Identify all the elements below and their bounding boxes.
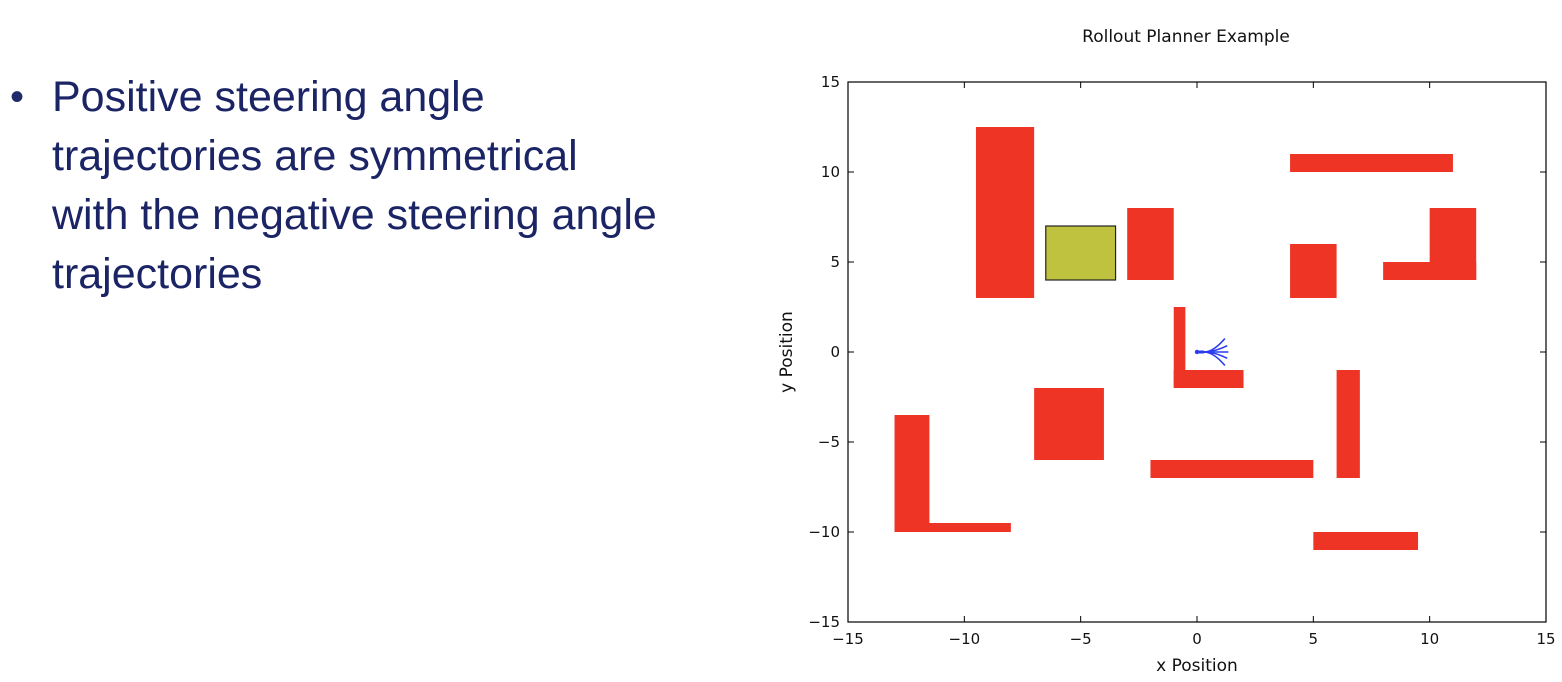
obstacle-12	[1150, 460, 1314, 478]
x-tick-label: −10	[949, 630, 981, 648]
x-tick-label: −5	[1070, 630, 1092, 648]
obstacle-layer	[894, 127, 1477, 550]
y-tick-label: 5	[830, 253, 840, 271]
y-tick-label: −15	[808, 613, 840, 631]
obstacle-1	[975, 127, 1035, 298]
trajectory-layer	[1194, 337, 1229, 367]
goal-region	[1045, 225, 1117, 281]
trajectory-5	[1203, 351, 1226, 367]
y-tick-label: 10	[821, 163, 840, 181]
obstacle-2	[1127, 208, 1174, 280]
obstacle-9	[1034, 388, 1104, 460]
obstacle-8	[1173, 370, 1244, 388]
start-point	[1194, 349, 1200, 355]
obstacle-11	[894, 523, 1011, 532]
y-tick-label: 0	[830, 343, 840, 361]
obstacle-7	[1173, 307, 1186, 388]
x-tick-label: 15	[1536, 630, 1555, 648]
obstacle-13	[1336, 370, 1360, 478]
x-tick-label: −15	[832, 630, 864, 648]
y-axis-label: y Position	[777, 311, 797, 393]
y-tick-label: −10	[808, 523, 840, 541]
bullet-text: Positive steering angle trajectories are…	[52, 73, 657, 298]
y-tick-label: 15	[821, 73, 840, 91]
x-axis-label: x Position	[1156, 656, 1238, 676]
goal-layer	[1045, 225, 1117, 281]
tick-layer: −15 −10 −5 0 5 10 15 −15 −10 −5 0 5 10 15	[808, 73, 1555, 648]
bullet-point: • Positive steering angle trajectories a…	[10, 68, 690, 304]
obstacle-10	[894, 415, 930, 532]
y-tick-label: −5	[818, 433, 840, 451]
obstacle-14	[1313, 532, 1419, 550]
chart-title: Rollout Planner Example	[1082, 27, 1290, 47]
obstacle-4	[1290, 244, 1337, 298]
x-tick-label: 10	[1420, 630, 1439, 648]
x-tick-label: 5	[1309, 630, 1319, 648]
obstacle-3	[1290, 154, 1453, 172]
bullet-symbol: •	[10, 75, 25, 119]
x-tick-label: 0	[1192, 630, 1202, 648]
obstacle-6	[1429, 208, 1477, 280]
